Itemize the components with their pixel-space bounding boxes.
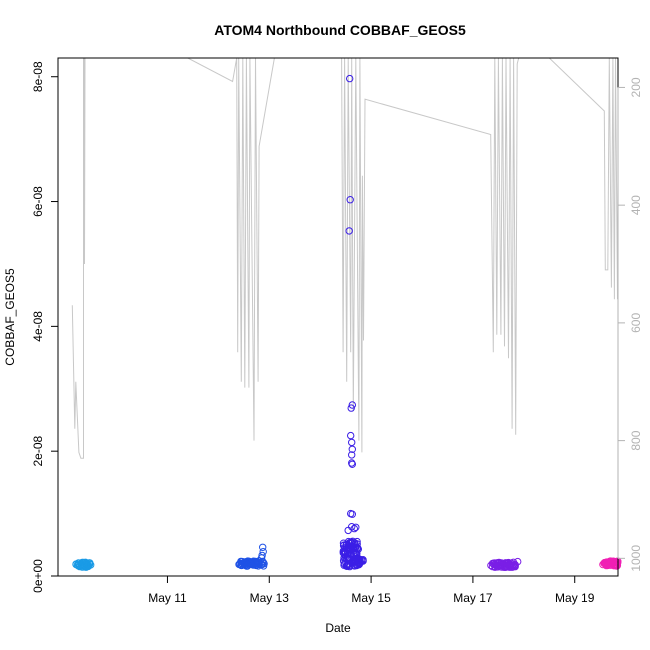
- right-tick-label: 400: [629, 195, 643, 215]
- data-point: [347, 431, 355, 440]
- data-point: [347, 404, 355, 412]
- x-tick-label: May 19: [555, 591, 595, 605]
- data-point: [236, 560, 244, 568]
- data-point: [348, 510, 356, 518]
- data-point: [346, 562, 354, 571]
- series-flight-4: [487, 557, 522, 571]
- data-point: [340, 550, 348, 558]
- data-points-layer: [72, 74, 622, 571]
- data-point: [257, 554, 266, 562]
- data-point: [506, 562, 514, 570]
- data-point: [245, 557, 253, 565]
- data-point: [612, 560, 620, 568]
- data-point: [359, 557, 367, 565]
- data-point: [602, 561, 611, 570]
- chart-title: ATOM4 Northbound COBBAF_GEOS5: [214, 22, 466, 38]
- data-point: [514, 557, 522, 566]
- data-point: [501, 561, 509, 569]
- right-tick-label: 600: [629, 313, 643, 333]
- data-point: [345, 539, 353, 548]
- data-point: [351, 548, 360, 556]
- data-point: [245, 560, 254, 568]
- series-flight-2: [235, 543, 268, 570]
- x-tick-label: May 15: [351, 591, 391, 605]
- x-axis: May 11 May 13 May 15 May 17 May 19: [148, 576, 595, 605]
- series-flight-3: [339, 74, 367, 571]
- y-axis-right: 200 400 600 800 1000: [617, 77, 643, 572]
- data-point: [348, 460, 356, 468]
- data-point: [344, 526, 352, 535]
- pressure-trace-layer: [71, 58, 618, 459]
- pressure-trace-line: [71, 58, 618, 459]
- data-point: [355, 559, 363, 568]
- data-point: [348, 401, 356, 409]
- data-point: [86, 560, 94, 568]
- data-point: [348, 445, 356, 453]
- y-tick-label: 6e-08: [31, 186, 45, 217]
- x-tick-label: May 13: [250, 591, 290, 605]
- y-axis-label: COBBAF_GEOS5: [3, 268, 17, 366]
- data-point: [346, 74, 354, 83]
- series-flight-1: [72, 558, 95, 571]
- plot-area-border: [57, 57, 619, 577]
- series-flight-5: [599, 557, 622, 570]
- x-axis-label: Date: [325, 621, 351, 635]
- data-point: [259, 562, 268, 570]
- data-point: [340, 561, 348, 569]
- data-point: [259, 543, 267, 551]
- data-point: [348, 438, 356, 447]
- data-point: [346, 196, 354, 204]
- y-tick-label: 0e+00: [31, 559, 45, 593]
- y-tick-label: 4e-08: [31, 311, 45, 342]
- data-point: [353, 537, 361, 546]
- data-point: [345, 227, 353, 235]
- data-point: [348, 451, 356, 459]
- data-point: [82, 561, 90, 569]
- y-tick-label: 8e-08: [31, 61, 45, 92]
- right-tick-label: 800: [629, 430, 643, 450]
- data-point: [352, 523, 360, 531]
- right-tick-label: 1000: [629, 545, 643, 572]
- right-tick-label: 200: [629, 77, 643, 97]
- y-tick-label: 2e-08: [31, 436, 45, 467]
- data-point: [491, 562, 499, 571]
- x-tick-label: May 11: [148, 591, 187, 605]
- x-tick-label: May 17: [453, 591, 493, 605]
- data-point: [345, 545, 353, 553]
- data-point: [72, 560, 80, 568]
- data-point: [351, 543, 360, 551]
- data-point: [350, 524, 358, 533]
- y-axis: 0e+00 2e-08 4e-08 6e-08 8e-08: [31, 61, 58, 593]
